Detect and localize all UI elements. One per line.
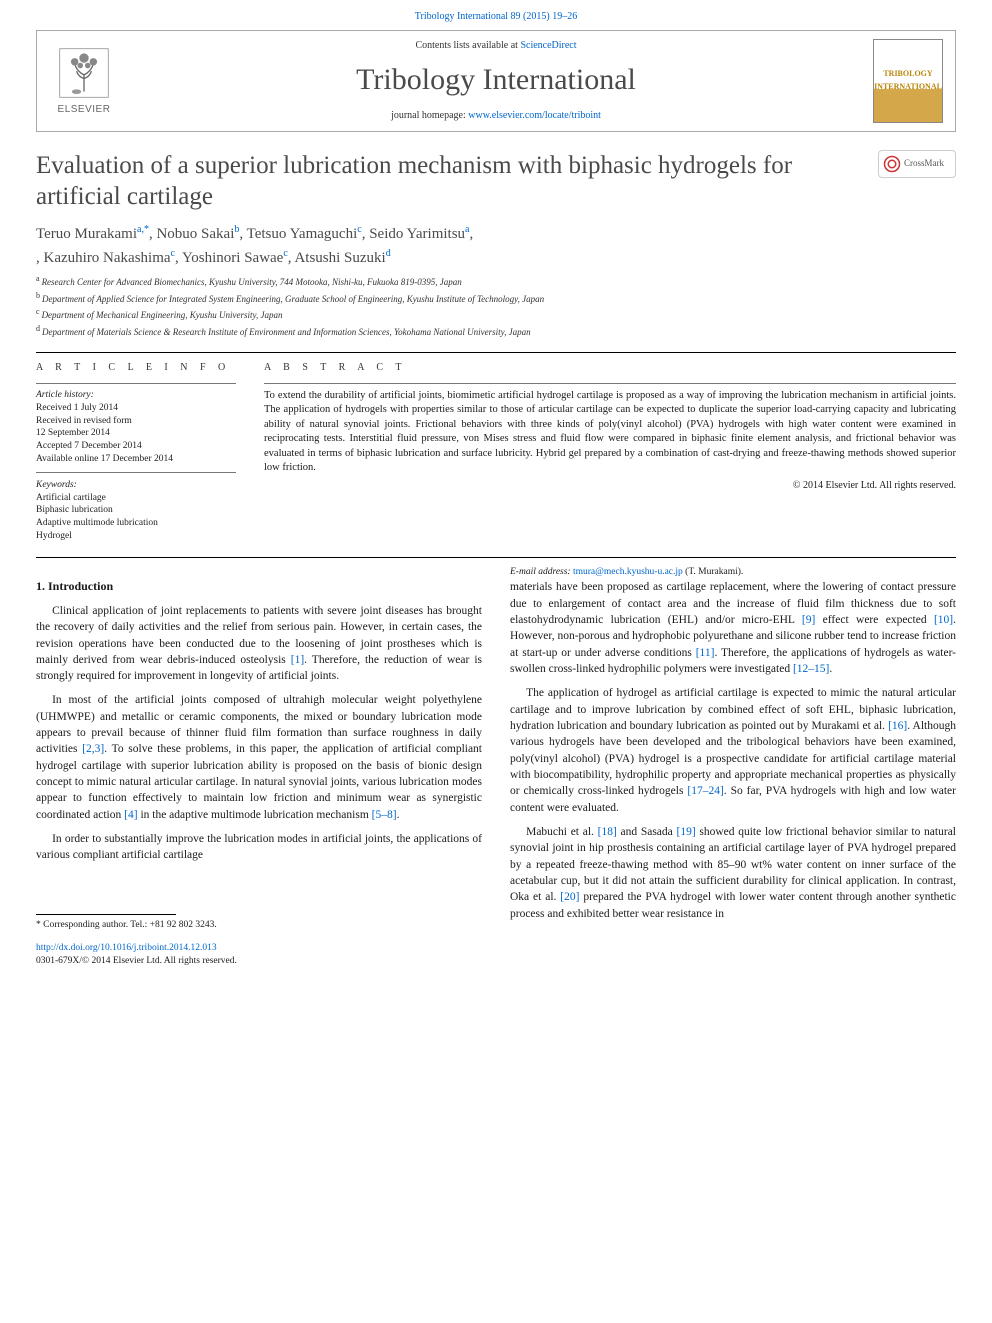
para-4: materials have been proposed as cartilag… <box>510 579 956 677</box>
homepage-prefix: journal homepage: <box>391 110 468 121</box>
affil-b: bDepartment of Applied Science for Integ… <box>36 290 956 306</box>
article-title: Evaluation of a superior lubrication mec… <box>36 150 878 213</box>
info-abstract-row: A R T I C L E I N F O Article history: R… <box>36 361 956 542</box>
history-3: 12 September 2014 <box>36 427 236 440</box>
affiliations: aResearch Center for Advanced Biomechani… <box>36 273 956 338</box>
journal-title: Tribology International <box>119 60 873 101</box>
kw-2: Biphasic lubrication <box>36 504 236 517</box>
para-2: In most of the artificial joints compose… <box>36 692 482 823</box>
cover-title-2: INTERNATIONAL <box>872 81 944 94</box>
email-suffix: (T. Murakami). <box>683 567 744 577</box>
contents-prefix: Contents lists available at <box>415 40 520 51</box>
running-head: Tribology International 89 (2015) 19–26 <box>0 0 992 30</box>
author-6: , Yoshinori Sawae <box>175 250 283 266</box>
rule-below-abstract <box>36 557 956 558</box>
author-2: , Nobuo Sakai <box>149 226 234 242</box>
ref-12-15[interactable]: [12–15] <box>793 663 829 675</box>
author-7: , Atsushi Suzuki <box>288 250 386 266</box>
contents-line: Contents lists available at ScienceDirec… <box>119 39 873 53</box>
abstract-text: To extend the durability of artificial j… <box>264 389 956 476</box>
email-label: E-mail address: <box>510 567 573 577</box>
elsevier-logo: ELSEVIER <box>49 39 119 123</box>
affil-d: dDepartment of Materials Science & Resea… <box>36 323 956 339</box>
abstract: A B S T R A C T To extend the durability… <box>264 361 956 542</box>
header-center: Contents lists available at ScienceDirec… <box>119 39 873 123</box>
para-6: Mabuchi et al. [18] and Sasada [19] show… <box>510 824 956 922</box>
article-history: Article history: Received 1 July 2014 Re… <box>36 389 236 543</box>
corr-tel: +81 92 802 3243. <box>150 920 217 930</box>
rule-above-info <box>36 352 956 353</box>
crossmark-badge[interactable]: CrossMark <box>878 150 956 178</box>
author-4: , Seido Yarimitsu <box>362 226 465 242</box>
elsevier-name: ELSEVIER <box>58 103 111 117</box>
sciencedirect-link[interactable]: ScienceDirect <box>520 40 576 51</box>
para-3: In order to substantially improve the lu… <box>36 831 482 864</box>
kw-4: Hydrogel <box>36 530 236 543</box>
author-1: Teruo Murakami <box>36 226 137 242</box>
ref-11[interactable]: [11] <box>696 647 715 659</box>
author-5: , Kazuhiro Nakashima <box>36 250 171 266</box>
ref-18[interactable]: [18] <box>598 826 617 838</box>
author-1-affil: a, <box>137 224 144 235</box>
body-text: 1. Introduction Clinical application of … <box>36 566 956 932</box>
ref-4[interactable]: [4] <box>124 809 137 821</box>
author-7-affil: d <box>386 248 391 259</box>
ref-10[interactable]: [10] <box>934 614 953 626</box>
article-info: A R T I C L E I N F O Article history: R… <box>36 361 236 542</box>
history-1: Received 1 July 2014 <box>36 402 236 415</box>
history-label: Article history: <box>36 389 236 402</box>
homepage-line: journal homepage: www.elsevier.com/locat… <box>119 109 873 123</box>
corr-prefix: * Corresponding author. Tel.: <box>36 920 150 930</box>
footnote-rule <box>36 914 176 915</box>
abstract-heading: A B S T R A C T <box>264 361 956 375</box>
article-head: Evaluation of a superior lubrication mec… <box>36 150 956 339</box>
crossmark-label: CrossMark <box>904 157 944 169</box>
ref-17-24[interactable]: [17–24] <box>687 785 723 797</box>
doi-block: http://dx.doi.org/10.1016/j.triboint.201… <box>36 942 956 968</box>
history-4: Accepted 7 December 2014 <box>36 440 236 453</box>
para-5: The application of hydrogel as artificia… <box>510 685 956 816</box>
homepage-link[interactable]: www.elsevier.com/locate/triboint <box>468 110 601 121</box>
keywords-label: Keywords: <box>36 479 236 492</box>
ref-9[interactable]: [9] <box>802 614 815 626</box>
para-1: Clinical application of joint replacemen… <box>36 603 482 685</box>
elsevier-tree-icon <box>56 45 112 101</box>
affil-c: cDepartment of Mechanical Engineering, K… <box>36 306 956 322</box>
ref-5-8[interactable]: [5–8] <box>372 809 397 821</box>
abstract-copyright: © 2014 Elsevier Ltd. All rights reserved… <box>264 479 956 493</box>
kw-3: Adaptive multimode lubrication <box>36 517 236 530</box>
journal-header: ELSEVIER Contents lists available at Sci… <box>36 30 956 132</box>
history-5: Available online 17 December 2014 <box>36 453 236 466</box>
doi-link[interactable]: http://dx.doi.org/10.1016/j.triboint.201… <box>36 943 217 953</box>
ref-2-3[interactable]: [2,3] <box>82 743 104 755</box>
authors: Teruo Murakamia,*, Nobuo Sakaib, Tetsuo … <box>36 222 956 269</box>
cover-title-1: TRIBOLOGY <box>881 68 934 81</box>
ref-16[interactable]: [16] <box>888 720 907 732</box>
affil-a: aResearch Center for Advanced Biomechani… <box>36 273 956 289</box>
corr-email[interactable]: tmura@mech.kyushu-u.ac.jp <box>573 567 683 577</box>
section-1-heading: 1. Introduction <box>36 578 482 595</box>
ref-19[interactable]: [19] <box>676 826 695 838</box>
journal-cover: TRIBOLOGY INTERNATIONAL <box>873 39 943 123</box>
kw-1: Artificial cartilage <box>36 492 236 505</box>
author-3: , Tetsuo Yamaguchi <box>239 226 357 242</box>
ref-1[interactable]: [1] <box>291 654 304 666</box>
running-head-link[interactable]: Tribology International 89 (2015) 19–26 <box>415 11 577 22</box>
history-2: Received in revised form <box>36 415 236 428</box>
crossmark-icon <box>883 155 901 173</box>
ref-20[interactable]: [20] <box>560 891 579 903</box>
issn-copyright: 0301-679X/© 2014 Elsevier Ltd. All right… <box>36 955 956 968</box>
info-heading: A R T I C L E I N F O <box>36 361 236 375</box>
